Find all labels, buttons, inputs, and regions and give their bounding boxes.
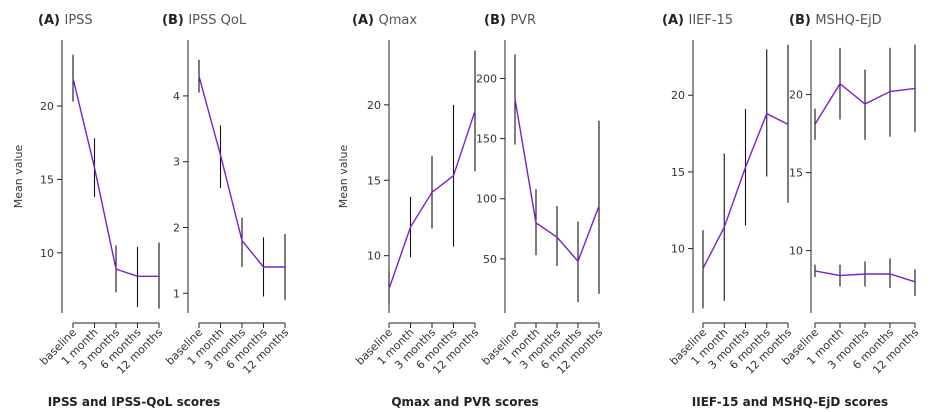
y-tick-label: 1 <box>173 287 180 300</box>
series-1 <box>198 59 286 300</box>
panel-name: MSHQ-EjD <box>815 13 881 28</box>
panel-title: (A) IPSS <box>38 13 93 28</box>
y-tick-label: 50 <box>483 253 497 266</box>
group-label-ipss: IPSS and IPSS-QoL scores <box>48 395 221 409</box>
y-tick-label: 10 <box>367 250 381 263</box>
panel-name: IIEF-15 <box>688 13 733 28</box>
panel-letter: (B) <box>162 13 188 28</box>
y-axis-label: Mean value <box>12 145 25 209</box>
panel-name: Qmax <box>378 13 417 28</box>
series-line <box>198 76 285 268</box>
panel-letter: (A) <box>662 13 688 28</box>
y-tick-label: 20 <box>367 99 381 112</box>
panel-title: (B) MSHQ-EjD <box>789 13 882 28</box>
panel-letter: (B) <box>484 13 510 28</box>
series-1 <box>72 54 160 309</box>
series-line <box>514 98 600 263</box>
panel-title: (B) IPSS QoL <box>162 13 247 28</box>
y-tick-label: 4 <box>173 90 180 103</box>
panel-name: IPSS <box>64 13 92 28</box>
y-tick-label: 15 <box>40 173 54 186</box>
panel-letter: (B) <box>789 13 815 28</box>
series-2 <box>814 258 916 296</box>
y-tick-label: 100 <box>476 193 497 206</box>
y-tick-label: 15 <box>367 174 381 187</box>
y-tick-label: 10 <box>789 245 803 258</box>
y-tick-label: 15 <box>671 166 685 179</box>
series-line <box>72 78 159 277</box>
y-tick-label: 3 <box>173 156 180 169</box>
panel-letter: (A) <box>38 13 64 28</box>
panel-name: PVR <box>510 13 536 28</box>
y-tick-label: 20 <box>789 89 803 102</box>
y-tick-label: 150 <box>476 133 497 146</box>
panel-letter: (A) <box>352 13 378 28</box>
panel-title: (A) IIEF-15 <box>662 13 733 28</box>
panel-name: IPSS QoL <box>188 13 246 28</box>
series-1 <box>814 44 916 140</box>
series-line <box>388 110 476 290</box>
panel-title: (A) Qmax <box>352 13 417 28</box>
panel-title: (B) PVR <box>484 13 536 28</box>
y-tick-label: 2 <box>173 221 180 234</box>
series-1 <box>702 44 789 309</box>
y-tick-label: 15 <box>789 167 803 180</box>
y-tick-label: 20 <box>40 100 54 113</box>
series-1 <box>388 50 476 304</box>
series-1 <box>514 54 600 303</box>
y-axis-label: Mean value <box>337 145 350 209</box>
y-tick-label: 20 <box>671 89 685 102</box>
series-line <box>814 82 916 125</box>
y-tick-label: 10 <box>40 247 54 260</box>
series-line <box>814 270 916 283</box>
group-label-qmax-pvr: Qmax and PVR scores <box>391 395 538 409</box>
series-line <box>702 112 789 269</box>
group-label-iief-mshq: IIEF-15 and MSHQ-EjD scores <box>692 395 888 409</box>
y-tick-label: 10 <box>671 243 685 256</box>
y-tick-label: 200 <box>476 72 497 85</box>
